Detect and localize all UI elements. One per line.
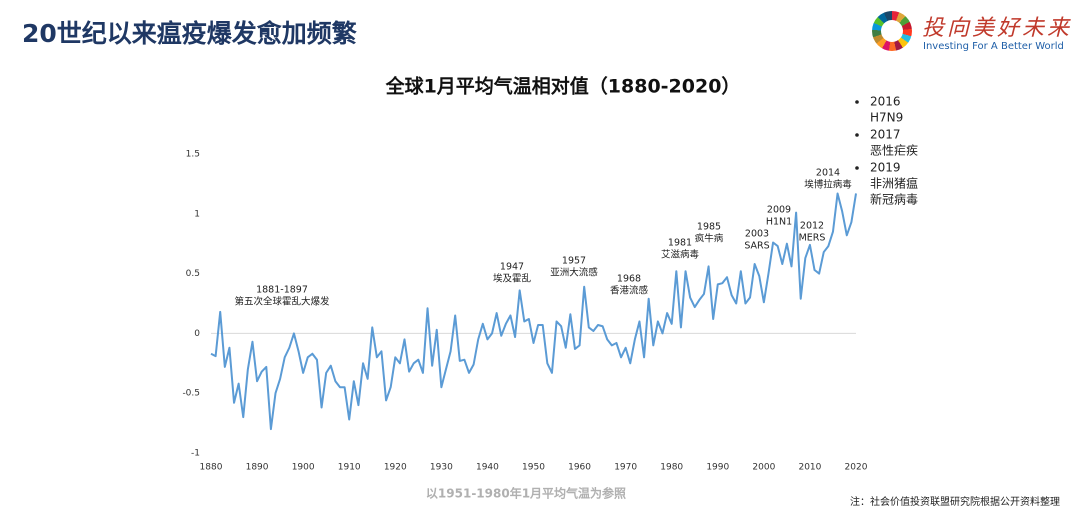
event-year: 2019 bbox=[870, 161, 901, 175]
annotation-text: H1N1 bbox=[766, 217, 792, 228]
annotation-text: SARS bbox=[744, 241, 769, 252]
annotation-text: 埃及霍乱 bbox=[493, 273, 532, 285]
annotation-text: MERS bbox=[799, 233, 826, 244]
annotation-year: 1985 bbox=[697, 222, 721, 233]
annotation-text: 艾滋病毒 bbox=[661, 249, 700, 261]
x-tick-label: 1970 bbox=[614, 463, 637, 473]
y-tick-label: 0.5 bbox=[186, 269, 200, 279]
annotation-text: 埃博拉病毒 bbox=[804, 179, 852, 191]
x-tick-label: 1920 bbox=[384, 463, 407, 473]
event-year: 2017 bbox=[870, 128, 901, 142]
annotation-year: 1947 bbox=[500, 262, 524, 273]
x-tick-label: 1990 bbox=[706, 463, 729, 473]
x-tick-label: 2020 bbox=[845, 463, 868, 473]
y-tick-label: -1 bbox=[191, 449, 200, 459]
y-tick-label: 0 bbox=[194, 329, 200, 339]
annotation-year: 1957 bbox=[562, 256, 586, 267]
x-tick-label: 1950 bbox=[522, 463, 545, 473]
x-tick-label: 1890 bbox=[246, 463, 269, 473]
source-note: 注：社会价值投资联盟研究院根据公开资料整理 bbox=[850, 497, 1060, 508]
annotation-year: 1881-1897 bbox=[256, 285, 308, 296]
event-name: 非洲猪瘟 bbox=[870, 176, 918, 191]
annotation-year: 2009 bbox=[767, 205, 791, 216]
event-name: 恶性疟疾 bbox=[870, 143, 918, 158]
x-tick-label: 1930 bbox=[430, 463, 453, 473]
chart-title: 全球1月平均气温相对值（1880-2020） bbox=[385, 75, 741, 98]
x-tick-label: 1940 bbox=[476, 463, 499, 473]
annotation-year: 2003 bbox=[745, 229, 769, 240]
x-tick-label: 1880 bbox=[200, 463, 223, 473]
bullet bbox=[855, 133, 859, 137]
x-tick-label: 1980 bbox=[660, 463, 683, 473]
x-tick-label: 1960 bbox=[568, 463, 591, 473]
event-name: 新冠病毒 bbox=[870, 192, 918, 207]
event-name: H7N9 bbox=[870, 111, 903, 125]
bullet bbox=[855, 166, 859, 170]
x-tick-label: 1900 bbox=[292, 463, 315, 473]
annotation-year: 1968 bbox=[617, 274, 641, 285]
x-tick-label: 1910 bbox=[338, 463, 361, 473]
x-tick-label: 2010 bbox=[798, 463, 821, 473]
annotation-text: 香港流感 bbox=[610, 285, 649, 297]
chart-subtitle: 以1951-1980年1月平均气温为参照 bbox=[426, 486, 626, 501]
annotation-year: 1981 bbox=[668, 238, 692, 249]
annotation-text: 第五次全球霍乱大爆发 bbox=[234, 296, 330, 308]
slide-title: 20世纪以来瘟疫爆发愈加频繁 bbox=[22, 19, 357, 48]
event-year: 2016 bbox=[870, 95, 901, 109]
x-tick-label: 2000 bbox=[752, 463, 775, 473]
annotation-year: 2014 bbox=[816, 168, 840, 179]
annotation-text: 亚洲大流感 bbox=[550, 267, 598, 279]
logo-tagline: Investing For A Better World bbox=[923, 41, 1064, 52]
temperature-line bbox=[210, 192, 857, 431]
y-tick-label: 1 bbox=[194, 209, 200, 219]
annotation-text: 疯牛病 bbox=[695, 233, 724, 245]
bullet bbox=[855, 100, 859, 104]
y-tick-label: 1.5 bbox=[186, 150, 200, 160]
annotation-year: 2012 bbox=[800, 221, 824, 232]
logo-slogan: 投向美好未来 bbox=[922, 16, 1073, 41]
y-tick-label: -0.5 bbox=[182, 389, 200, 399]
logo-icon bbox=[872, 11, 912, 51]
